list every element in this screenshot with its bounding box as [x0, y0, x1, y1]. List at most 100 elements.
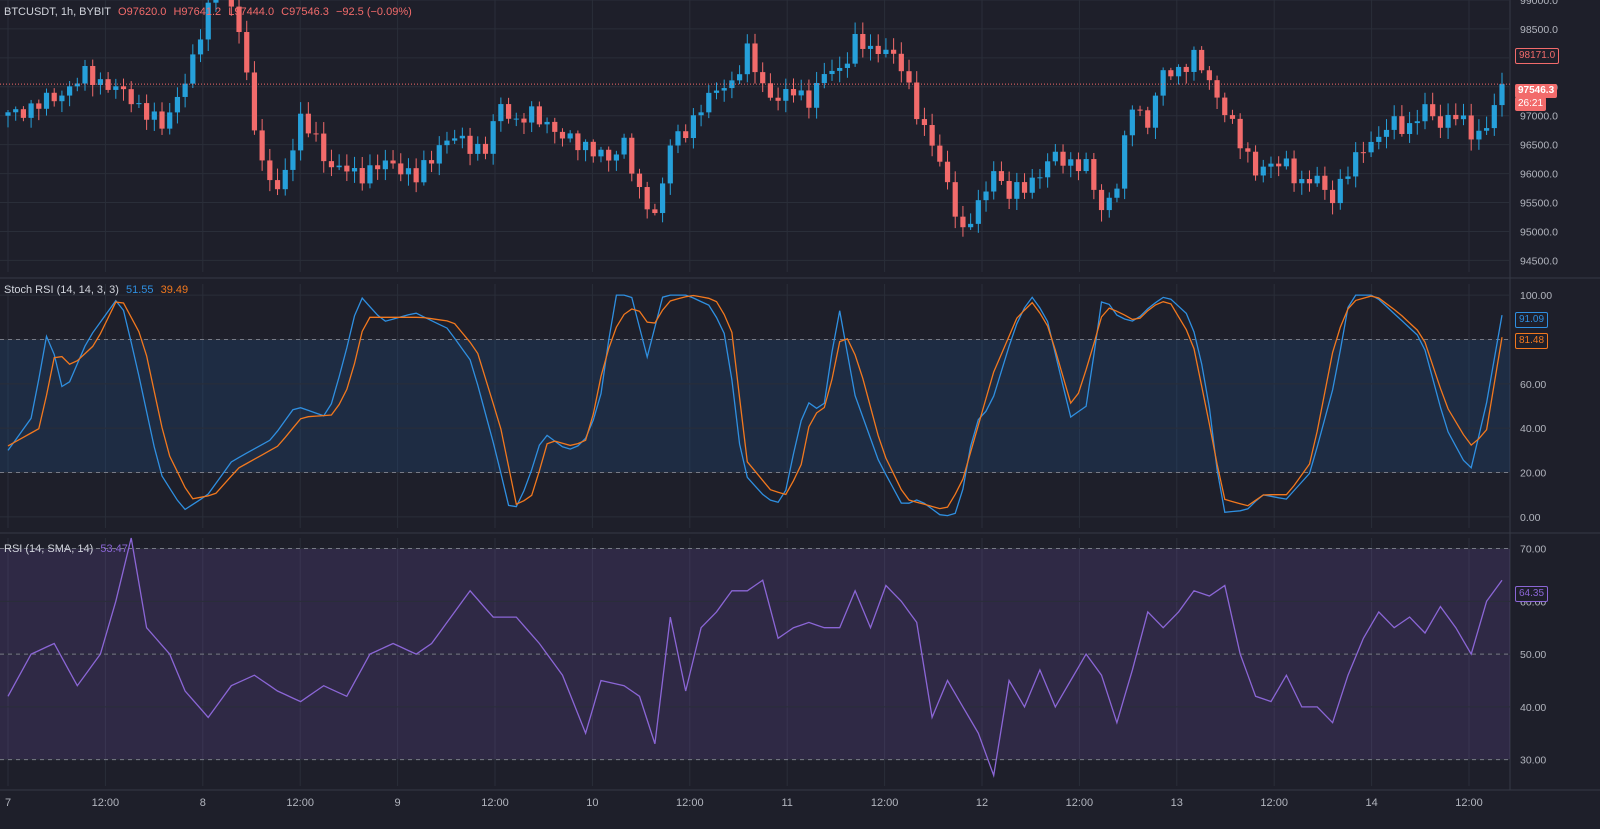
candle[interactable]	[706, 92, 712, 113]
candle[interactable]	[436, 145, 442, 164]
candle[interactable]	[452, 138, 458, 141]
candle[interactable]	[1068, 159, 1074, 166]
candle[interactable]	[1322, 175, 1328, 190]
candle[interactable]	[629, 137, 635, 174]
candle[interactable]	[1306, 179, 1313, 184]
candle[interactable]	[1430, 104, 1436, 117]
candle[interactable]	[428, 160, 435, 164]
candle[interactable]	[1098, 189, 1105, 211]
candle[interactable]	[1029, 177, 1035, 193]
candle[interactable]	[298, 113, 304, 151]
candle[interactable]	[837, 67, 843, 71]
candle[interactable]	[1237, 118, 1243, 149]
candle[interactable]	[906, 71, 912, 83]
candle[interactable]	[744, 43, 750, 75]
candle[interactable]	[359, 168, 365, 184]
candle[interactable]	[136, 103, 142, 105]
candle[interactable]	[621, 137, 627, 155]
candle[interactable]	[582, 141, 589, 151]
candle[interactable]	[97, 79, 104, 85]
candle[interactable]	[536, 106, 542, 125]
candle[interactable]	[667, 145, 673, 184]
candle[interactable]	[721, 88, 727, 91]
candle[interactable]	[937, 145, 943, 162]
symbol-label[interactable]: BTCUSDT, 1h, BYBIT	[4, 6, 111, 18]
candle[interactable]	[914, 82, 920, 120]
candle[interactable]	[1476, 130, 1482, 140]
candle[interactable]	[236, 6, 242, 33]
candle[interactable]	[1037, 177, 1043, 179]
candle[interactable]	[43, 92, 50, 109]
candle[interactable]	[1006, 180, 1012, 199]
candle[interactable]	[1229, 115, 1236, 119]
candle[interactable]	[952, 182, 958, 217]
candle[interactable]	[1160, 70, 1166, 96]
candle[interactable]	[20, 109, 27, 118]
candle[interactable]	[1314, 175, 1320, 184]
candle[interactable]	[1122, 135, 1128, 189]
candle[interactable]	[675, 131, 681, 146]
candle[interactable]	[513, 118, 519, 120]
candle[interactable]	[144, 103, 150, 120]
candle[interactable]	[1399, 116, 1405, 134]
candle[interactable]	[1145, 110, 1151, 128]
candle[interactable]	[382, 160, 388, 170]
rsi-name[interactable]: RSI (14, SMA, 14)	[4, 543, 94, 555]
candle[interactable]	[1422, 104, 1428, 122]
candle[interactable]	[1152, 95, 1159, 128]
candle[interactable]	[790, 89, 797, 96]
candle[interactable]	[1483, 128, 1490, 131]
candle[interactable]	[852, 33, 858, 64]
candle[interactable]	[251, 72, 258, 131]
candle[interactable]	[267, 160, 273, 181]
candle[interactable]	[775, 97, 781, 101]
candle[interactable]	[498, 104, 504, 122]
candle[interactable]	[552, 121, 558, 132]
candle[interactable]	[1175, 66, 1182, 77]
candle[interactable]	[1260, 166, 1266, 176]
candle[interactable]	[829, 70, 835, 75]
candle[interactable]	[1376, 136, 1382, 142]
candle[interactable]	[1060, 151, 1066, 166]
candle[interactable]	[1106, 197, 1112, 211]
candle[interactable]	[1199, 49, 1205, 71]
candle[interactable]	[282, 169, 288, 190]
candle[interactable]	[1222, 97, 1228, 116]
candle[interactable]	[867, 45, 874, 49]
candle[interactable]	[444, 140, 450, 146]
candle[interactable]	[1406, 123, 1413, 134]
candle[interactable]	[991, 171, 997, 192]
candle[interactable]	[274, 180, 281, 190]
candle[interactable]	[405, 168, 412, 175]
candle[interactable]	[883, 49, 889, 54]
candle[interactable]	[898, 53, 904, 72]
candle[interactable]	[1129, 109, 1135, 136]
candle[interactable]	[1453, 114, 1459, 120]
candle[interactable]	[398, 163, 404, 175]
candle[interactable]	[713, 90, 720, 93]
candle[interactable]	[1460, 115, 1467, 120]
candle[interactable]	[305, 113, 311, 134]
candle[interactable]	[1191, 49, 1197, 72]
candle[interactable]	[690, 115, 696, 139]
candle[interactable]	[313, 133, 319, 135]
candle[interactable]	[521, 118, 527, 123]
candle[interactable]	[36, 103, 42, 109]
candle[interactable]	[1114, 188, 1120, 198]
candle[interactable]	[783, 89, 789, 101]
candle[interactable]	[860, 33, 866, 49]
candle[interactable]	[1383, 129, 1390, 137]
candle[interactable]	[983, 191, 989, 201]
candle[interactable]	[998, 171, 1005, 181]
candle[interactable]	[190, 54, 196, 84]
candle[interactable]	[698, 112, 704, 116]
stoch-name[interactable]: Stoch RSI (14, 14, 3, 3)	[4, 284, 119, 296]
candle[interactable]	[1183, 66, 1189, 72]
candle[interactable]	[328, 161, 335, 168]
candle[interactable]	[1368, 141, 1374, 153]
candle[interactable]	[1468, 115, 1474, 140]
candle[interactable]	[644, 187, 650, 210]
candle[interactable]	[606, 149, 612, 161]
candle[interactable]	[321, 133, 327, 162]
candle[interactable]	[159, 111, 165, 129]
